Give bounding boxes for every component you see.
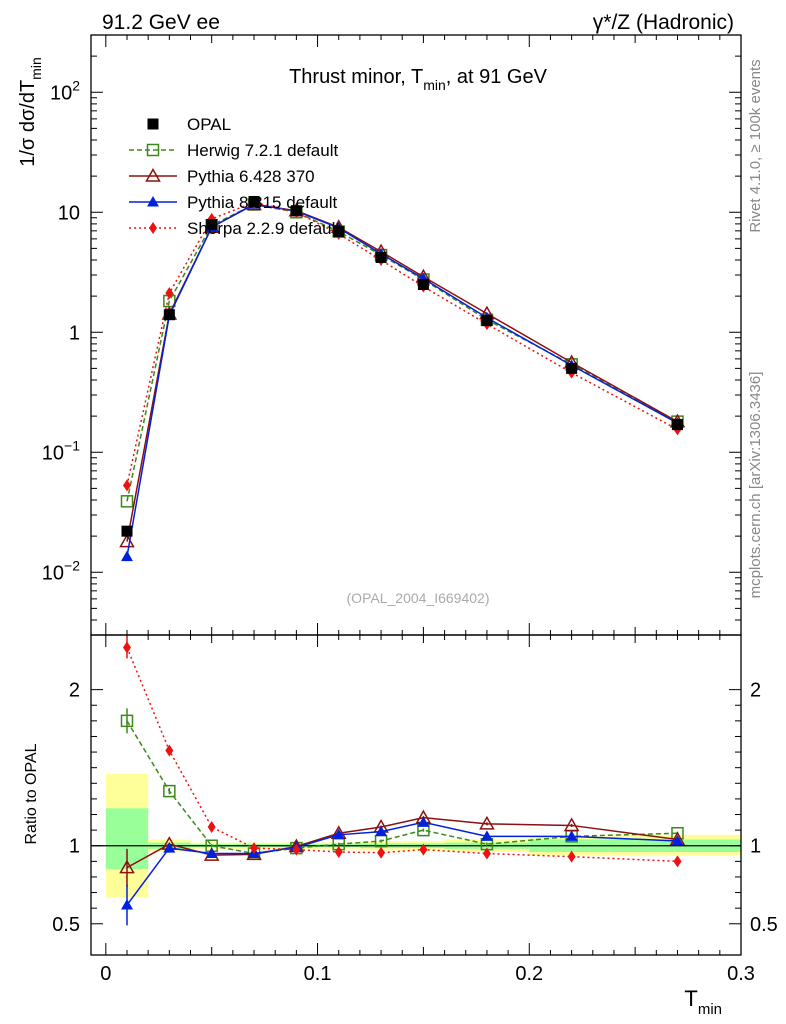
legend-label-opal: OPAL bbox=[187, 115, 231, 134]
data-point-pythia-8-315-default bbox=[120, 550, 133, 562]
main-y-axis-label: 1/σ dσ/dTmin bbox=[17, 57, 44, 167]
main-y-tick-label: 102 bbox=[50, 77, 80, 104]
ratio-data-series bbox=[119, 636, 686, 926]
series-line-pythia-8-315-default bbox=[126, 821, 678, 906]
ratio-plot-frame bbox=[90, 634, 742, 956]
data-point-sherpa-2-2-9-default bbox=[122, 641, 131, 654]
ratio-y-tick-label-right: 0.5 bbox=[750, 914, 778, 936]
legend-marker-pythia-8-315-default bbox=[147, 196, 159, 207]
ratio-y-axis-label: Ratio to OPAL bbox=[23, 743, 40, 844]
data-point-sherpa-2-2-9-default bbox=[207, 821, 216, 833]
mcplots-label: mcplots.cern.ch [arXiv:1306.3436] bbox=[747, 372, 764, 599]
series-pythia-8-315-default bbox=[120, 816, 684, 926]
legend-label-pythia-6-428-370: Pythia 6.428 370 bbox=[187, 167, 315, 186]
legend-marker-sherpa-2-2-9-default bbox=[149, 222, 157, 234]
legend-label-sherpa-2-2-9-default: Sherpa 2.2.9 default bbox=[187, 219, 340, 238]
main-data-series bbox=[119, 195, 686, 562]
rivet-version-label: Rivet 4.1.0, ≥ 100k events bbox=[747, 59, 764, 232]
data-point-sherpa-2-2-9-default bbox=[250, 842, 259, 855]
series-sherpa-2-2-9-default bbox=[122, 196, 682, 492]
data-point-opal bbox=[671, 419, 683, 431]
main-y-tick-label: 10 bbox=[58, 202, 80, 224]
data-point-opal bbox=[566, 362, 578, 374]
data-point-sherpa-2-2-9-default bbox=[292, 843, 301, 856]
series-line-pythia-8-315-default bbox=[126, 203, 678, 557]
data-point-sherpa-2-2-9-default bbox=[165, 744, 174, 757]
ratio-y-tick-label-left: 0.5 bbox=[52, 914, 80, 936]
data-point-pythia-8-315-default bbox=[205, 847, 218, 859]
main-title: Thrust minor, Tmin, at 91 GeV bbox=[289, 66, 548, 93]
header-right-label: γ*/Z (Hadronic) bbox=[593, 11, 734, 34]
ratio-axis-ticks: 0 0.1 0.2 0.3 0.5 0.5 1 1 2 2 bbox=[52, 680, 778, 985]
legend-marker-herwig-7-2-1-default bbox=[146, 143, 160, 157]
legend-marker-opal bbox=[147, 118, 159, 130]
legend-label-herwig-7-2-1-default: Herwig 7.2.1 default bbox=[187, 141, 338, 160]
series-herwig-7-2-1-default bbox=[120, 198, 684, 508]
data-point-herwig-7-2-1-default bbox=[120, 495, 134, 508]
data-point-sherpa-2-2-9-default bbox=[419, 843, 428, 856]
data-point-pythia-8-315-default bbox=[375, 825, 388, 837]
data-point-pythia-8-315-default bbox=[120, 899, 133, 910]
ratio-y-tick-label-right: 1 bbox=[750, 836, 761, 858]
data-point-opal bbox=[121, 525, 133, 537]
ratio-y-tick-label-left: 2 bbox=[69, 680, 80, 702]
x-tick-label: 0.2 bbox=[515, 963, 543, 985]
data-point-pythia-6-428-370 bbox=[479, 815, 495, 830]
series-line-herwig-7-2-1-default bbox=[126, 720, 678, 855]
main-y-tick-label: 1 bbox=[69, 322, 80, 344]
data-point-sherpa-2-2-9-default bbox=[482, 847, 491, 860]
series-pythia-6-428-370 bbox=[119, 196, 686, 548]
series-line-pythia-6-428-370 bbox=[126, 203, 678, 542]
series-line-sherpa-2-2-9-default bbox=[126, 201, 678, 486]
data-point-pythia-8-315-default bbox=[332, 828, 345, 840]
legend: OPAL Herwig 7.2.1 default Pythia 6.428 370… bbox=[129, 115, 340, 238]
data-point-sherpa-2-2-9-default bbox=[567, 850, 576, 863]
data-point-opal bbox=[290, 205, 302, 217]
data-point-pythia-8-315-default bbox=[480, 830, 493, 841]
data-point-opal bbox=[333, 226, 345, 238]
legend-marker-pythia-6-428-370 bbox=[145, 167, 161, 182]
x-axis-label: Tmin bbox=[684, 986, 722, 1018]
data-point-opal bbox=[248, 195, 260, 207]
data-point-opal bbox=[163, 309, 175, 321]
data-point-pythia-8-315-default bbox=[163, 842, 176, 853]
data-point-sherpa-2-2-9-default bbox=[122, 479, 131, 492]
data-point-pythia-8-315-default bbox=[565, 830, 578, 841]
series-line-herwig-7-2-1-default bbox=[126, 203, 678, 502]
main-axis-ticks: 10−2 10−1 1 10 102 bbox=[42, 34, 742, 647]
data-point-opal bbox=[206, 219, 218, 231]
x-tick-label: 0.1 bbox=[304, 963, 332, 985]
data-point-herwig-7-2-1-default bbox=[163, 784, 176, 798]
data-point-pythia-8-315-default bbox=[671, 835, 684, 846]
series-sherpa-2-2-9-default bbox=[122, 636, 682, 868]
main-y-tick-label: 10−1 bbox=[42, 437, 80, 464]
data-point-sherpa-2-2-9-default bbox=[334, 845, 343, 858]
data-point-pythia-8-315-default bbox=[417, 816, 430, 827]
data-point-pythia-6-428-370 bbox=[119, 859, 135, 874]
main-y-tick-label: 10−2 bbox=[42, 557, 80, 584]
data-point-sherpa-2-2-9-default bbox=[165, 287, 174, 300]
data-point-opal bbox=[375, 251, 387, 263]
data-point-sherpa-2-2-9-default bbox=[673, 855, 682, 868]
analysis-watermark: (OPAL_2004_I669402) bbox=[347, 590, 490, 606]
data-point-opal bbox=[481, 315, 493, 327]
x-tick-label: 0.3 bbox=[727, 963, 755, 985]
series-opal bbox=[121, 195, 683, 537]
data-point-herwig-7-2-1-default bbox=[120, 714, 134, 728]
ratio-y-tick-label-right: 2 bbox=[750, 680, 761, 702]
header-left-label: 91.2 GeV ee bbox=[102, 11, 220, 34]
x-tick-label: 0 bbox=[100, 963, 111, 985]
ratio-y-tick-label-left: 1 bbox=[69, 836, 80, 858]
data-point-opal bbox=[417, 279, 429, 291]
data-point-sherpa-2-2-9-default bbox=[377, 846, 386, 859]
series-pythia-8-315-default bbox=[120, 198, 684, 562]
legend-label-pythia-8-315-default: Pythia 8.315 default bbox=[187, 193, 338, 212]
